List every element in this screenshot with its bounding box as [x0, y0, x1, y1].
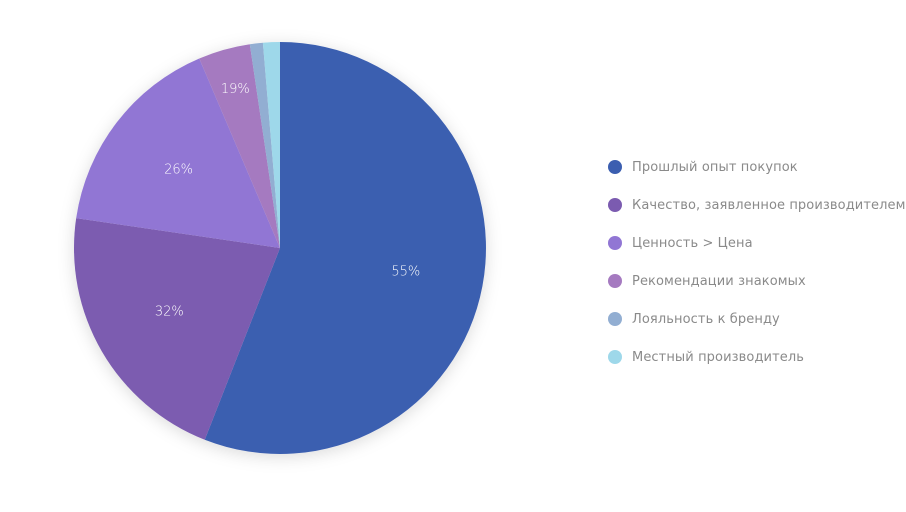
legend-item: Местный производитель — [608, 338, 906, 376]
legend-label: Местный производитель — [632, 349, 805, 365]
legend-swatch — [608, 236, 622, 250]
slice-data-label: 32% — [155, 305, 184, 320]
legend-label: Прошлый опыт покупок — [632, 159, 798, 175]
legend-item: Рекомендации знакомых — [608, 262, 906, 300]
pie-slice-4 — [199, 44, 280, 248]
legend-swatch — [608, 198, 622, 212]
pie-slice-3 — [76, 58, 280, 249]
chart-legend: Прошлый опыт покупок Качество, заявленное… — [608, 148, 906, 376]
legend-swatch — [608, 274, 622, 288]
pie-data-labels: 55% 32% 26% 19% — [155, 82, 420, 320]
legend-item: Качество, заявленное производителем — [608, 186, 906, 224]
legend-item: Прошлый опыт покупок — [608, 148, 906, 186]
pie-slice-5 — [249, 42, 280, 249]
legend-label: Качество, заявленное производителем — [632, 197, 906, 213]
pie-slice-1 — [204, 42, 486, 454]
legend-item: Лояльность к бренду — [608, 300, 906, 338]
legend-swatch — [608, 160, 622, 174]
slice-data-label: 26% — [164, 162, 193, 177]
pie-slices — [73, 41, 486, 454]
slice-data-label: 55% — [391, 264, 420, 279]
legend-swatch — [608, 350, 622, 364]
pie-chart: 55% 32% 26% 19% — [73, 41, 486, 454]
legend-item: Ценность > Цена — [608, 224, 906, 262]
legend-swatch — [608, 312, 622, 326]
legend-label: Рекомендации знакомых — [632, 273, 806, 289]
legend-label: Ценность > Цена — [632, 235, 753, 251]
legend-label: Лояльность к бренду — [632, 311, 780, 327]
slice-data-label: 19% — [221, 82, 250, 97]
pie-slice-6 — [262, 41, 280, 248]
pie-slice-2 — [73, 218, 280, 440]
